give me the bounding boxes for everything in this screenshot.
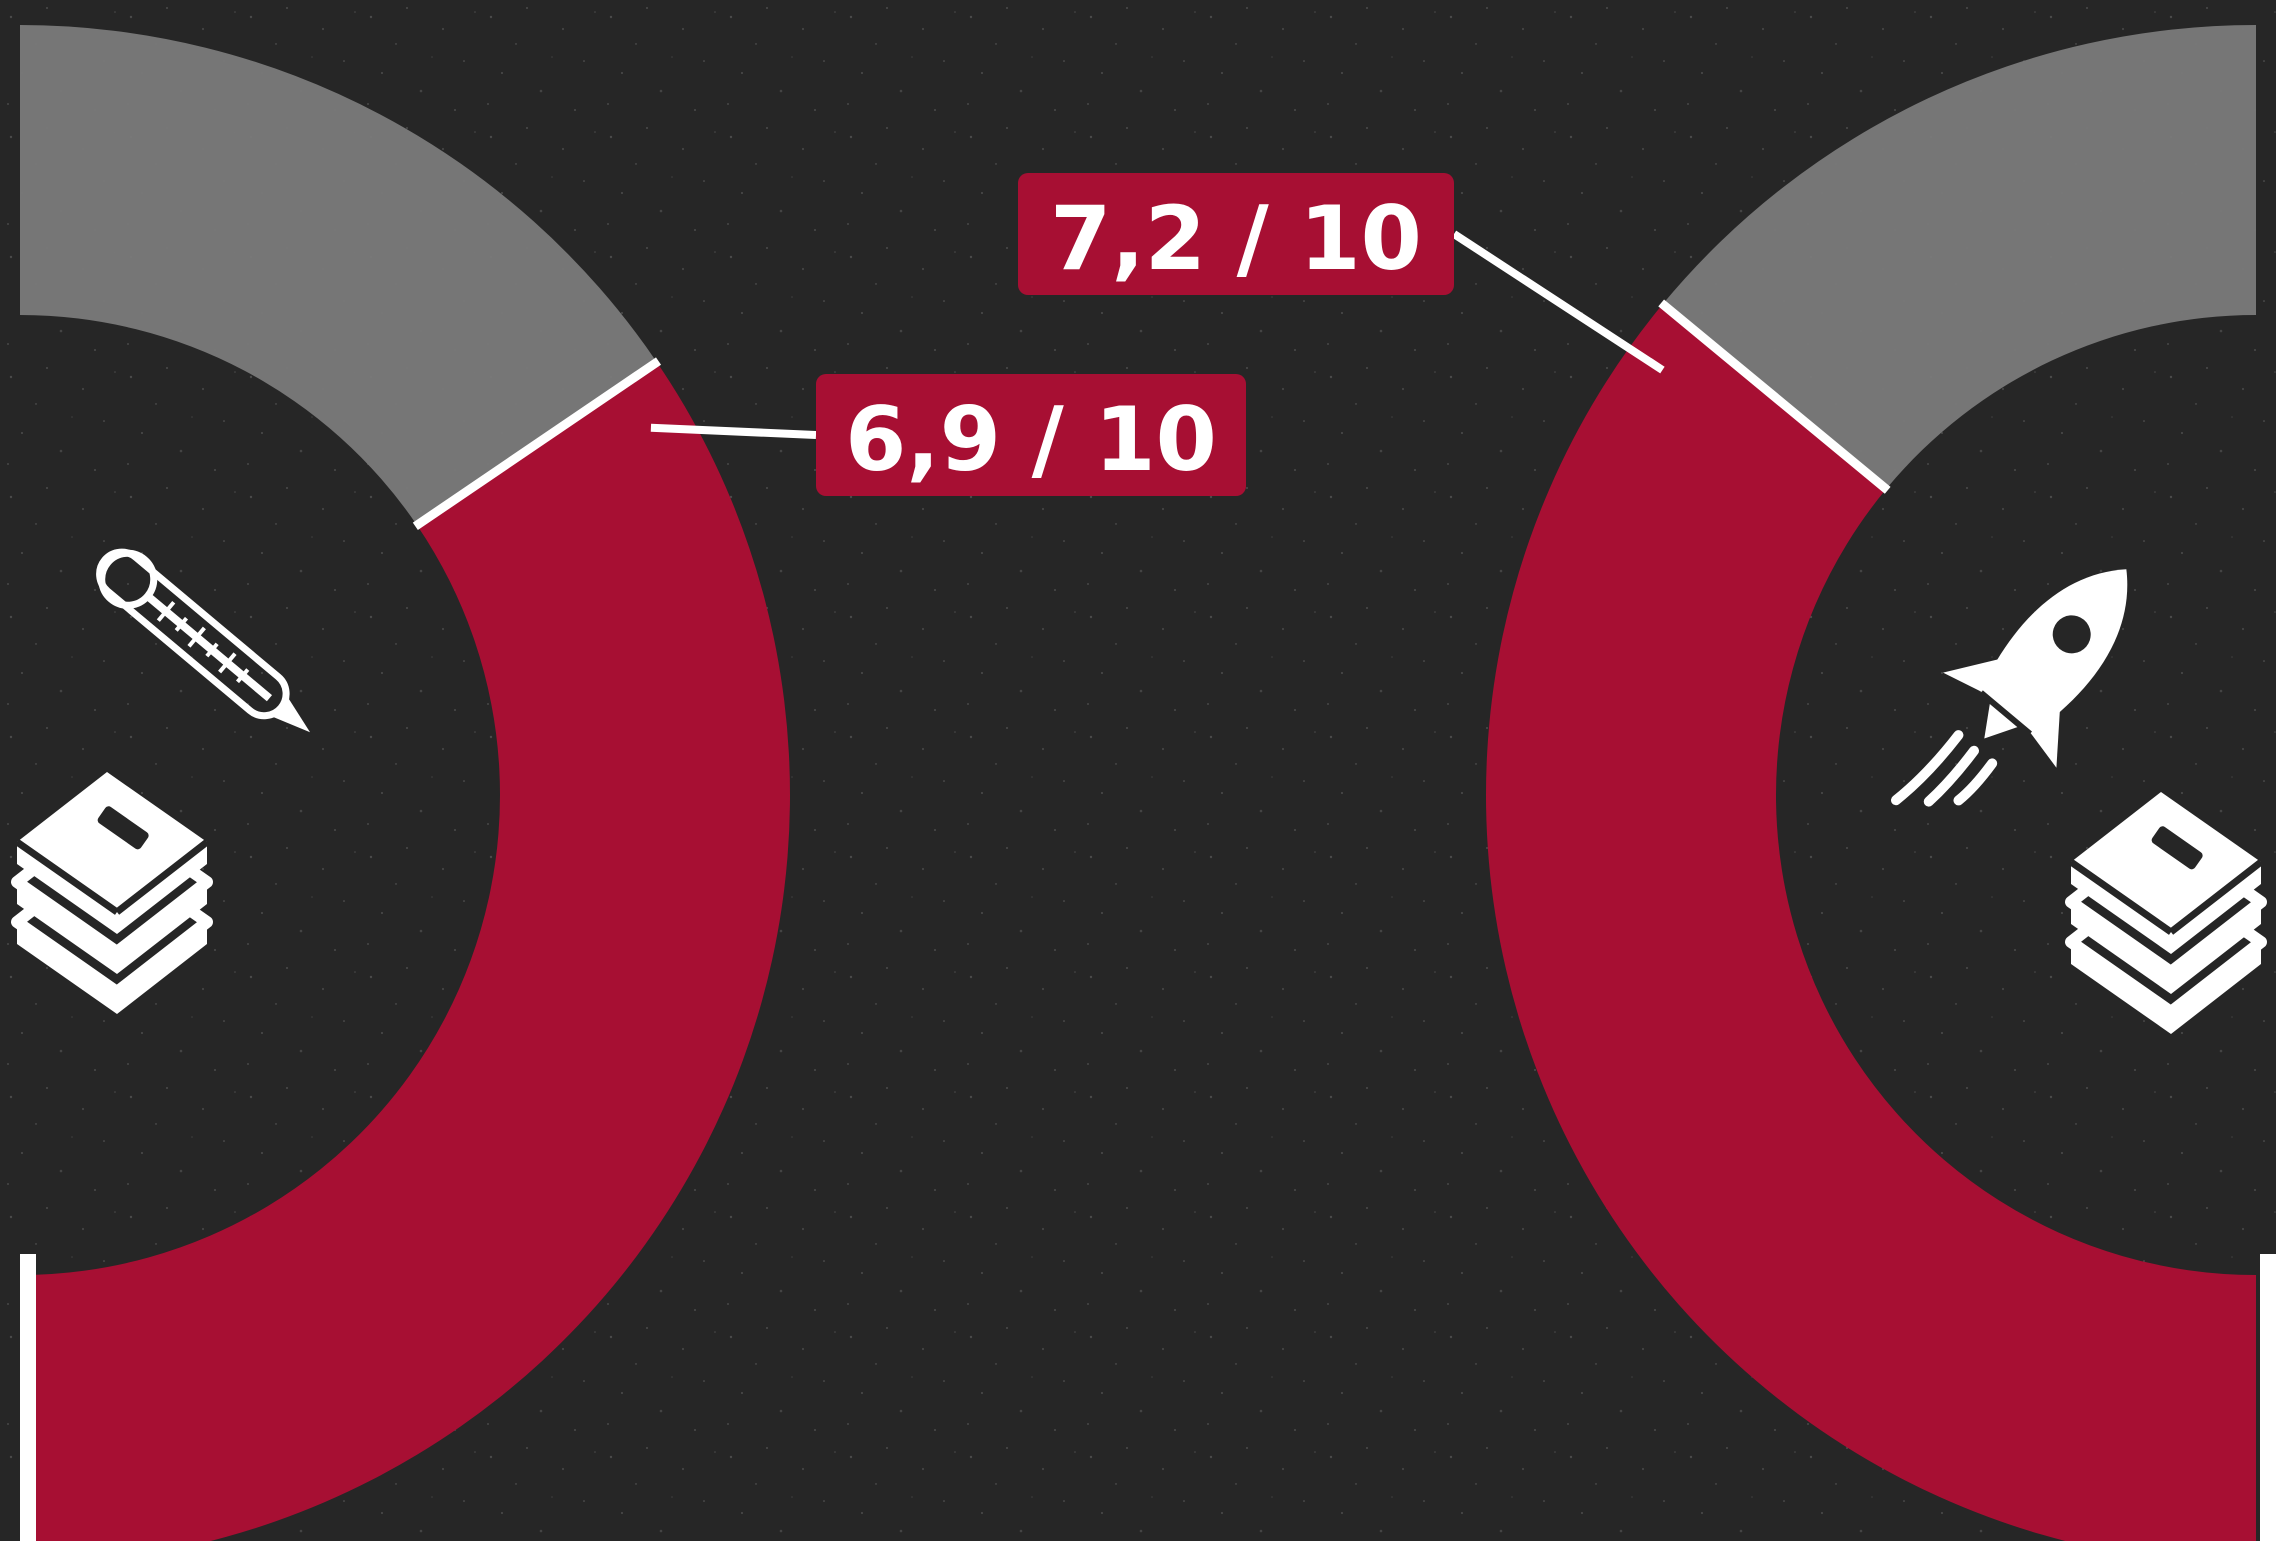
gauge-left-filled-segment xyxy=(20,362,790,1541)
thermometer-icon xyxy=(96,548,311,733)
gauge-left-score-badge xyxy=(816,374,1246,496)
gauge-left-divider-line xyxy=(412,357,662,531)
gauge-left-edge-bar xyxy=(20,1254,36,1541)
books-icon xyxy=(11,772,213,1014)
gauge-right-score-label: 7,2 / 10 xyxy=(1050,187,1422,290)
gauge-right-score-badge xyxy=(1018,173,1454,295)
gauge-right-edge-bar xyxy=(2260,1254,2276,1541)
gauge-right-divider-line xyxy=(1658,299,1891,494)
gauge-right-leader-line xyxy=(1451,230,1665,374)
gauge-left-remaining-segment xyxy=(20,25,657,526)
gauge-right-filled-segment xyxy=(1486,304,2256,1541)
rocket-icon xyxy=(1890,569,2128,807)
gauge-right-remaining-segment xyxy=(1662,25,2256,490)
books-icon xyxy=(2065,792,2267,1034)
gauge-right: 7,2 / 10 xyxy=(1018,25,2276,1541)
gauge-left: 6,9 / 10 xyxy=(11,25,1246,1541)
gauge-left-leader-line xyxy=(650,423,817,439)
gauge-left-score-label: 6,9 / 10 xyxy=(845,388,1217,491)
